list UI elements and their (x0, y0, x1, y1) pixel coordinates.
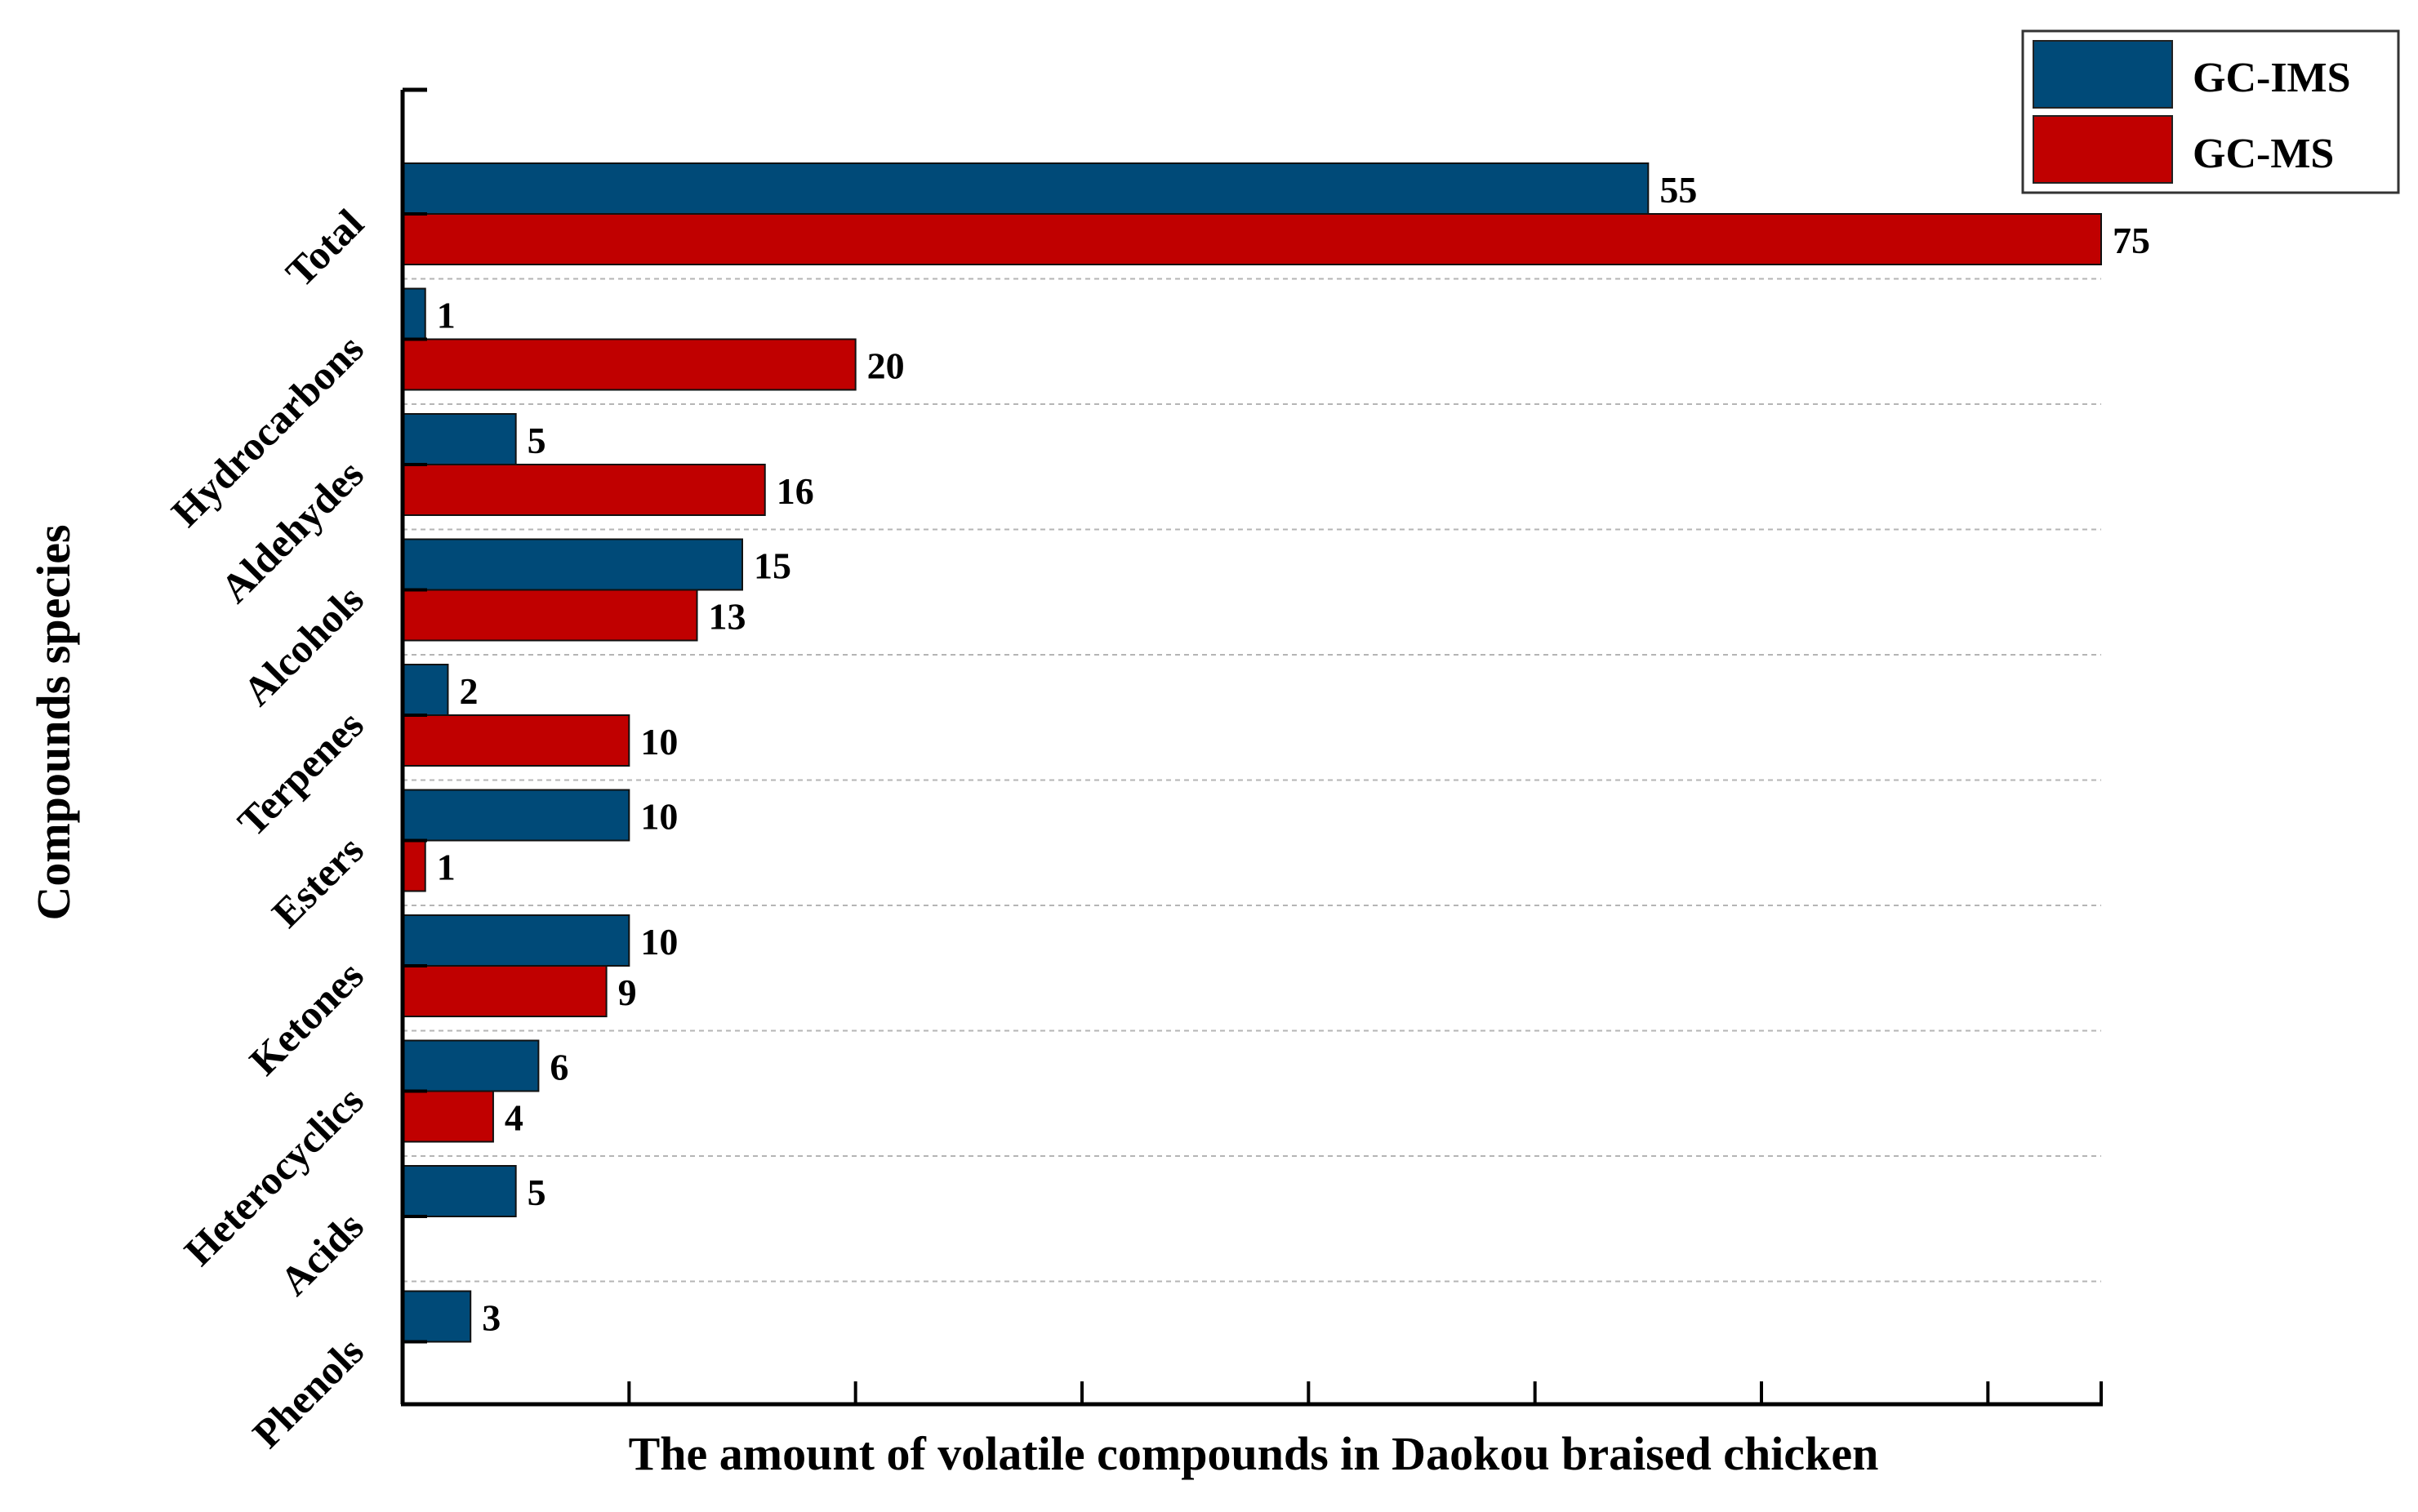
legend-swatch-gc-ms (2033, 115, 2173, 184)
category-label: Ketones (240, 952, 372, 1083)
grid-lines (403, 278, 2101, 1283)
bar-gc-ims-aldehydes (402, 413, 517, 465)
data-label: 13 (709, 596, 746, 638)
category-label: Terpenes (229, 701, 372, 845)
data-label: 3 (482, 1297, 501, 1339)
bar-gc-ms-hydrocarbons (402, 338, 857, 391)
bar-gc-ms-total (402, 213, 2102, 265)
axes (400, 87, 2103, 1407)
bar-gc-ms-esters (402, 839, 426, 892)
bar-gc-ims-terpenes (402, 664, 449, 716)
data-label: 1 (437, 847, 456, 888)
data-label: 10 (640, 721, 678, 763)
data-label: 4 (505, 1097, 523, 1139)
data-label: 10 (640, 796, 678, 838)
category-label: Esters (263, 827, 372, 936)
data-label: 6 (550, 1047, 568, 1088)
bar-gc-ims-esters (402, 789, 630, 842)
legend: GC-IMS GC-MS (2021, 29, 2400, 194)
bar-gc-ms-aldehydes (402, 464, 766, 516)
data-label: 10 (640, 921, 678, 963)
data-label: 16 (777, 470, 814, 512)
bar-gc-ms-ketones (402, 965, 608, 1017)
bar-gc-ms-alcohols (402, 589, 698, 642)
data-label: 20 (867, 345, 905, 387)
category-label: Total (277, 200, 372, 296)
legend-swatch-gc-ims (2033, 40, 2173, 109)
bar-gc-ims-heterocyclics (402, 1039, 540, 1092)
bar-gc-ms-heterocyclics (402, 1090, 494, 1143)
data-label: 15 (754, 545, 791, 587)
bar-gc-ims-hydrocarbons (402, 287, 426, 340)
bar-gc-ims-phenols (402, 1290, 472, 1343)
data-label: 1 (437, 295, 456, 336)
data-label: 75 (2113, 220, 2150, 261)
legend-label-gc-ms: GC-MS (2193, 131, 2334, 177)
bar-gc-ims-acids (402, 1165, 517, 1217)
bar-gc-ims-total (402, 162, 1650, 215)
y-axis-title: Compounds species (27, 524, 80, 920)
data-label: 5 (528, 1172, 546, 1213)
category-label: Phenols (243, 1328, 372, 1456)
x-axis-title: The amount of volatile compounds in Daok… (629, 1427, 1879, 1480)
category-label: Acids (271, 1203, 372, 1304)
data-label: 5 (528, 420, 546, 461)
data-label: 9 (618, 972, 637, 1013)
legend-label-gc-ims: GC-IMS (2193, 55, 2351, 101)
data-label: 2 (459, 670, 478, 712)
data-label: 55 (1659, 169, 1697, 211)
bars (402, 162, 2102, 1343)
category-labels: TotalHydrocarbonsAldehydesAlcoholsTerpen… (163, 200, 372, 1456)
bar-gc-ims-ketones (402, 914, 630, 967)
bar-gc-ms-terpenes (402, 714, 630, 767)
bar-gc-ims-alcohols (402, 538, 743, 591)
